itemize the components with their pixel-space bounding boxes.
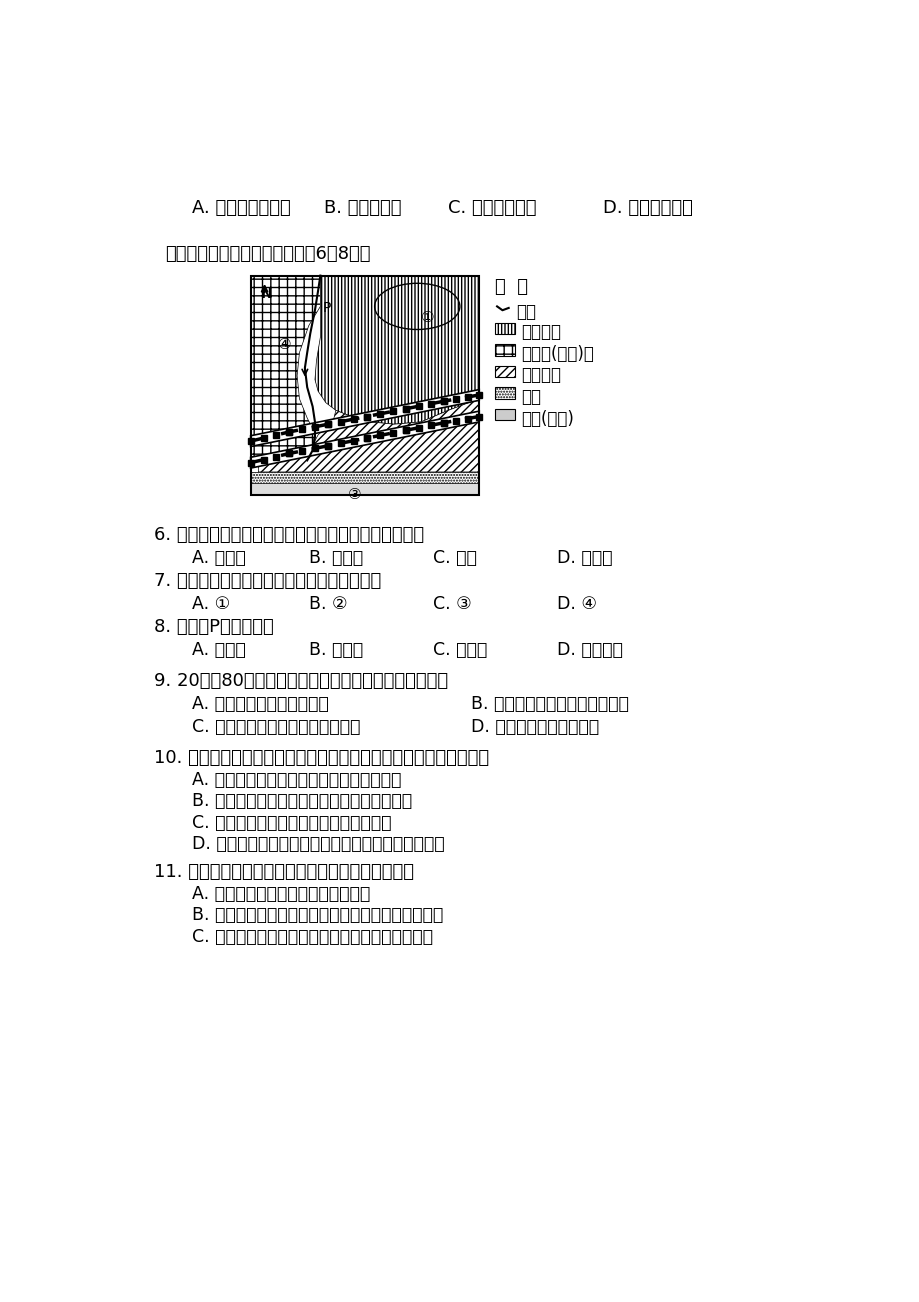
Bar bbox=[494, 366, 515, 378]
Text: C. 对外开放程度: C. 对外开放程度 bbox=[448, 199, 536, 216]
Text: 8. 适宜在P点布局的是: 8. 适宜在P点布局的是 bbox=[153, 618, 273, 637]
Text: A. 人口的消费水平: A. 人口的消费水平 bbox=[192, 199, 291, 216]
Polygon shape bbox=[250, 411, 479, 469]
Text: B. 社会经济因素对人口迁移的影响越来越明显: B. 社会经济因素对人口迁移的影响越来越明显 bbox=[192, 792, 413, 810]
Polygon shape bbox=[250, 471, 479, 487]
Polygon shape bbox=[250, 276, 320, 457]
Text: P: P bbox=[323, 301, 331, 315]
Text: B. 造纸厂: B. 造纸厂 bbox=[309, 642, 362, 659]
Text: C. 印染厂: C. 印染厂 bbox=[432, 642, 486, 659]
Text: D. 资源丰富程度: D. 资源丰富程度 bbox=[603, 199, 692, 216]
Text: B. 人口的素质: B. 人口的素质 bbox=[323, 199, 402, 216]
Text: D. ④: D. ④ bbox=[556, 595, 596, 613]
Text: 未利用(盐碱)地: 未利用(盐碱)地 bbox=[520, 345, 594, 363]
Text: 河流: 河流 bbox=[516, 302, 536, 320]
Text: 9. 20世绍80年代大量人口迁入深圳、珠海等地，这说明: 9. 20世绍80年代大量人口迁入深圳、珠海等地，这说明 bbox=[153, 672, 448, 690]
Text: A. ①: A. ① bbox=[192, 595, 231, 613]
Text: A. 民族政策的变化影响迁移: A. 民族政策的变化影响迁移 bbox=[192, 695, 329, 713]
Text: ④: ④ bbox=[278, 337, 291, 352]
Bar bbox=[494, 323, 515, 335]
Text: ①: ① bbox=[421, 310, 435, 326]
Text: C. 人口迁移对迁出地在一定程度上缓解了人地矛盾: C. 人口迁移对迁出地在一定程度上缓解了人地矛盾 bbox=[192, 928, 433, 945]
Text: B. 东北风: B. 东北风 bbox=[309, 549, 362, 566]
Text: 林地(山区): 林地(山区) bbox=[520, 410, 573, 427]
Text: B. 工业社会科技的进步削弱了人口迁移对环境的影响: B. 工业社会科技的进步削弱了人口迁移对环境的影响 bbox=[192, 906, 443, 924]
Bar bbox=[250, 276, 479, 495]
Text: ③: ③ bbox=[347, 487, 361, 503]
Text: 10. 下列对自然因素与社会经济因素影响人口迁移的叙述，正确的是: 10. 下列对自然因素与社会经济因素影响人口迁移的叙述，正确的是 bbox=[153, 749, 488, 767]
Polygon shape bbox=[258, 398, 479, 471]
Text: 7. 当地要布局新的居住用地，较合适的地点是: 7. 当地要布局新的居住用地，较合适的地点是 bbox=[153, 572, 380, 590]
Text: A. 自然因素对人口迁移自古至今起主导作用: A. 自然因素对人口迁移自古至今起主导作用 bbox=[192, 771, 402, 789]
Polygon shape bbox=[314, 276, 479, 424]
Text: 工业用地: 工业用地 bbox=[520, 366, 561, 384]
Text: C. 自然因素与社会经济因素不同时起作用: C. 自然因素与社会经济因素不同时起作用 bbox=[192, 814, 391, 832]
Text: A. 钉铁厂: A. 钉铁厂 bbox=[192, 642, 246, 659]
Polygon shape bbox=[250, 483, 479, 495]
Text: N: N bbox=[260, 288, 272, 301]
Text: 6. 如果土地利用现状布局合理，则当地盛行风向可能是: 6. 如果土地利用现状布局合理，则当地盛行风向可能是 bbox=[153, 526, 424, 544]
Text: A. 农业社会的人口迁移对环境无影响: A. 农业社会的人口迁移对环境无影响 bbox=[192, 884, 370, 902]
Text: 11. 下列有关人口迁移对环境的影响的叙述正确的是: 11. 下列有关人口迁移对环境的影响的叙述正确的是 bbox=[153, 863, 414, 881]
Polygon shape bbox=[250, 389, 479, 447]
Text: D. 气候条件影响人口迁移: D. 气候条件影响人口迁移 bbox=[471, 719, 599, 737]
Ellipse shape bbox=[374, 284, 460, 329]
Text: 图  例: 图 例 bbox=[494, 277, 528, 296]
Text: A. 东南风: A. 东南风 bbox=[192, 549, 246, 566]
Text: D. 婚姻家庭对人口迁移是主要的、经常起作用的因素: D. 婚姻家庭对人口迁移是主要的、经常起作用的因素 bbox=[192, 836, 445, 853]
Text: 居住用地: 居住用地 bbox=[520, 323, 561, 341]
Text: B. 经济布局的改变影响人口迁移: B. 经济布局的改变影响人口迁移 bbox=[471, 695, 629, 713]
Text: B. ②: B. ② bbox=[309, 595, 347, 613]
Bar bbox=[250, 276, 479, 495]
Text: 菜地: 菜地 bbox=[520, 388, 540, 406]
Bar bbox=[494, 387, 515, 398]
Text: C. 南风: C. 南风 bbox=[432, 549, 476, 566]
Text: D. 西南风: D. 西南风 bbox=[556, 549, 611, 566]
Bar bbox=[494, 344, 515, 355]
Text: ②: ② bbox=[432, 418, 446, 434]
Text: 读某地区土地利用现状图，回策6～8题。: 读某地区土地利用现状图，回策6～8题。 bbox=[165, 245, 370, 263]
Text: C. ③: C. ③ bbox=[432, 595, 471, 613]
Bar bbox=[494, 409, 515, 421]
Text: D. 自来水厂: D. 自来水厂 bbox=[556, 642, 622, 659]
Text: C. 交通、通信的发展影响人口迁移: C. 交通、通信的发展影响人口迁移 bbox=[192, 719, 360, 737]
